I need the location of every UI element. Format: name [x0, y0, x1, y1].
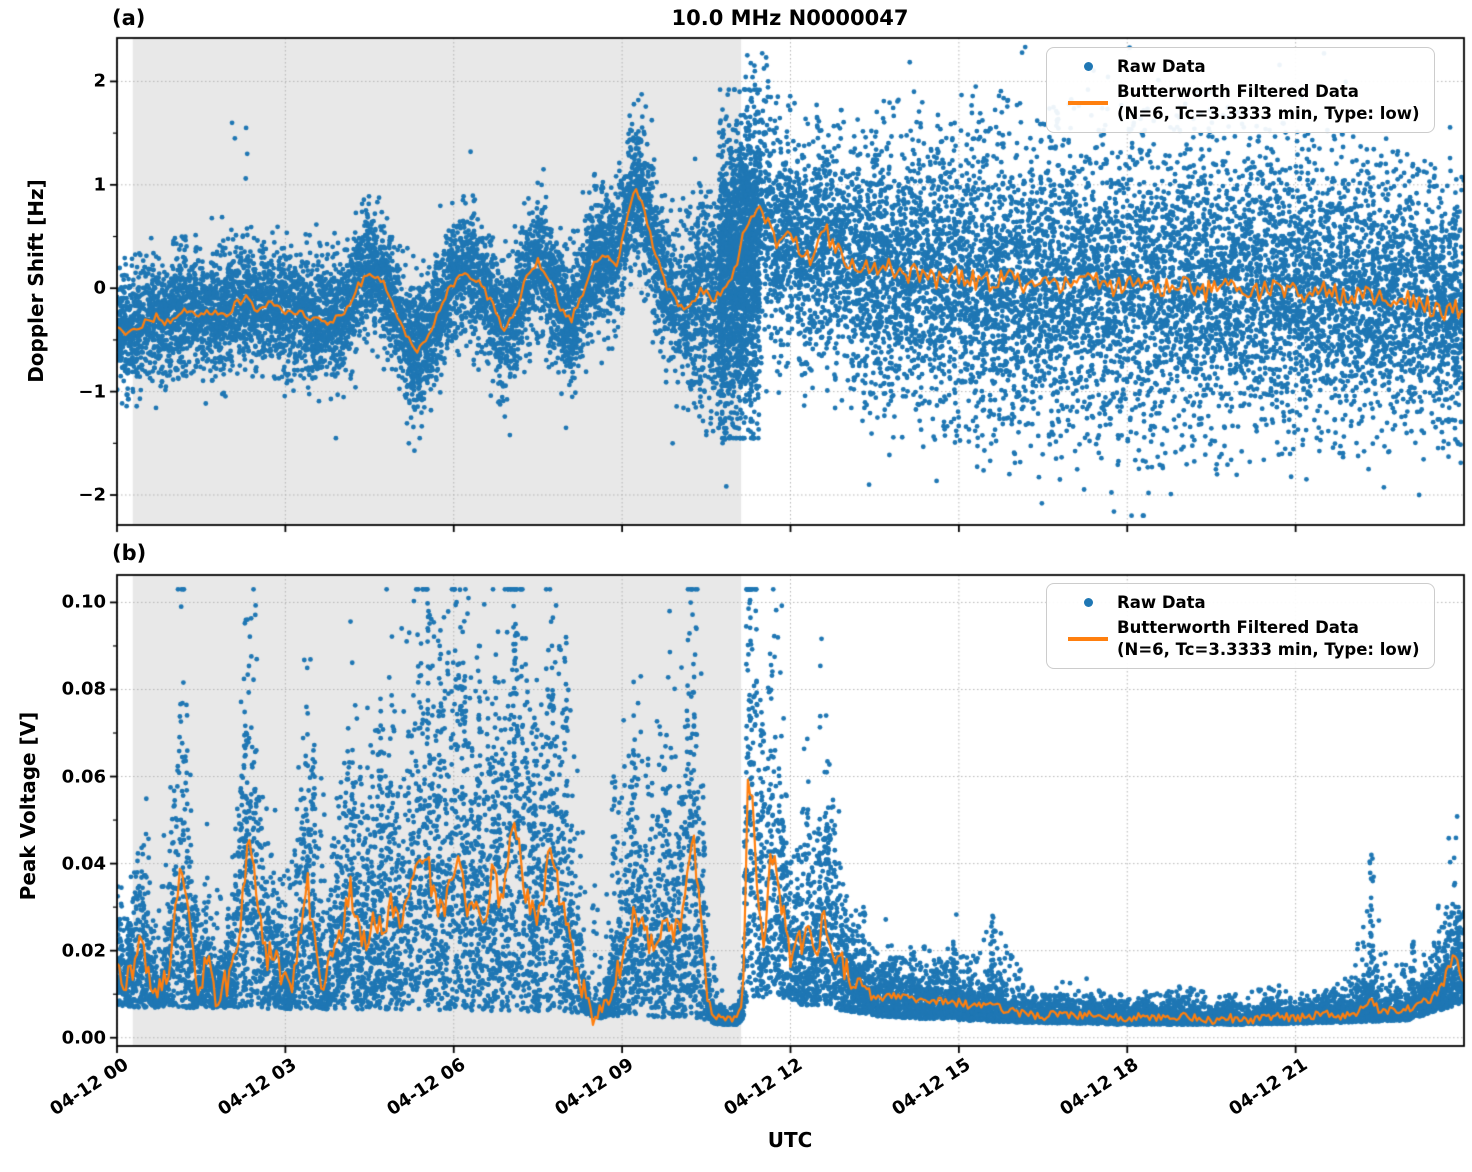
y-tick-label: 0.00	[61, 1027, 106, 1049]
panel-b-ylabel: Peak Voltage [V]	[16, 711, 40, 901]
y-tick-label: 0	[93, 277, 106, 299]
legend-entry-filtered: Butterworth Filtered Data (N=6, Tc=3.333…	[1059, 617, 1420, 660]
y-tick-label: −2	[78, 484, 106, 506]
raw-data-marker-icon	[1083, 62, 1093, 72]
y-tick-label: 0.04	[61, 853, 106, 875]
x-axis-label: UTC	[767, 1128, 813, 1152]
raw-data-marker-icon	[1083, 598, 1093, 608]
panel-a-ylabel: Doppler Shift [Hz]	[24, 179, 48, 383]
y-tick-label: 2	[93, 70, 106, 92]
legend-filtered-label-line1: Butterworth Filtered Data	[1117, 618, 1359, 638]
legend-panel-b: Raw Data Butterworth Filtered Data (N=6,…	[1046, 583, 1435, 670]
y-tick-label: 0.02	[61, 940, 106, 962]
legend-raw-label: Raw Data	[1117, 593, 1206, 612]
filtered-line-marker-icon	[1068, 637, 1108, 641]
legend-entry-filtered: Butterworth Filtered Data (N=6, Tc=3.333…	[1059, 81, 1420, 124]
legend-filtered-label-line2: (N=6, Tc=3.3333 min, Type: low)	[1117, 103, 1420, 123]
filtered-line-marker-icon	[1068, 101, 1108, 105]
figure-title: 10.0 MHz N0000047	[671, 6, 909, 30]
y-tick-label: −1	[78, 381, 106, 403]
legend-raw-label: Raw Data	[1117, 57, 1206, 76]
panel-b-label: (b)	[112, 541, 147, 565]
y-tick-label: 1	[93, 174, 106, 196]
y-tick-label: 0.08	[61, 678, 106, 700]
legend-panel-a: Raw Data Butterworth Filtered Data (N=6,…	[1046, 47, 1435, 134]
legend-entry-raw: Raw Data	[1059, 592, 1420, 613]
legend-filtered-label-line2: (N=6, Tc=3.3333 min, Type: low)	[1117, 639, 1420, 659]
y-tick-label: 0.10	[61, 591, 106, 613]
legend-filtered-label-line1: Butterworth Filtered Data	[1117, 82, 1359, 102]
panel-a-label: (a)	[112, 6, 146, 30]
legend-entry-raw: Raw Data	[1059, 56, 1420, 77]
y-tick-label: 0.06	[61, 766, 106, 788]
